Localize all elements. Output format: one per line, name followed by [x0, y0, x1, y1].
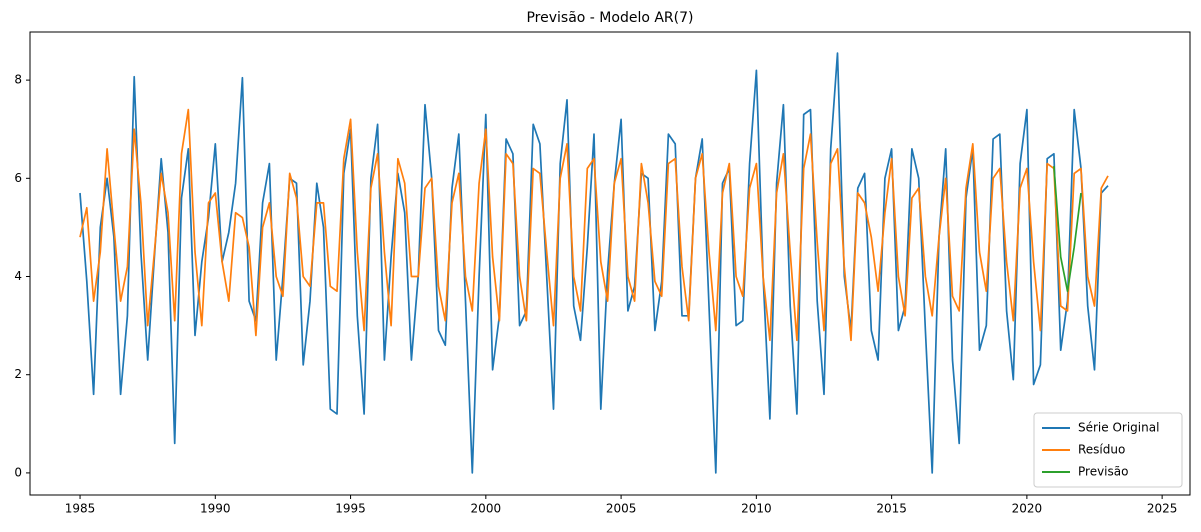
series-line [79, 108, 1109, 342]
y-tick-label: 8 [14, 73, 22, 87]
x-tick-label: 2000 [471, 502, 502, 516]
y-tick-label: 4 [14, 269, 22, 283]
x-tick-label: 1985 [65, 502, 96, 516]
series-line [1053, 165, 1082, 293]
legend-label: Previsão [1078, 465, 1128, 479]
chart-title: Previsão - Modelo AR(7) [526, 10, 693, 26]
x-tick-label: 1990 [200, 502, 231, 516]
x-tick-label: 2015 [876, 502, 907, 516]
x-tick-label: 2010 [741, 502, 772, 516]
legend-box [1033, 412, 1183, 488]
y-tick-label: 2 [14, 367, 22, 381]
legend-label: Resíduo [1078, 443, 1125, 457]
x-tick-label: 2025 [1147, 502, 1178, 516]
plot-frame [29, 31, 1191, 496]
x-tick-label: 1995 [335, 502, 366, 516]
y-tick-label: 6 [14, 171, 22, 185]
series-line [79, 52, 1109, 474]
x-tick-label: 2020 [1012, 502, 1043, 516]
legend-label: Série Original [1078, 421, 1159, 435]
x-tick-label: 2005 [606, 502, 637, 516]
y-tick-label: 0 [14, 465, 22, 479]
legend: Série Original Resíduo Previsão [1033, 412, 1183, 488]
